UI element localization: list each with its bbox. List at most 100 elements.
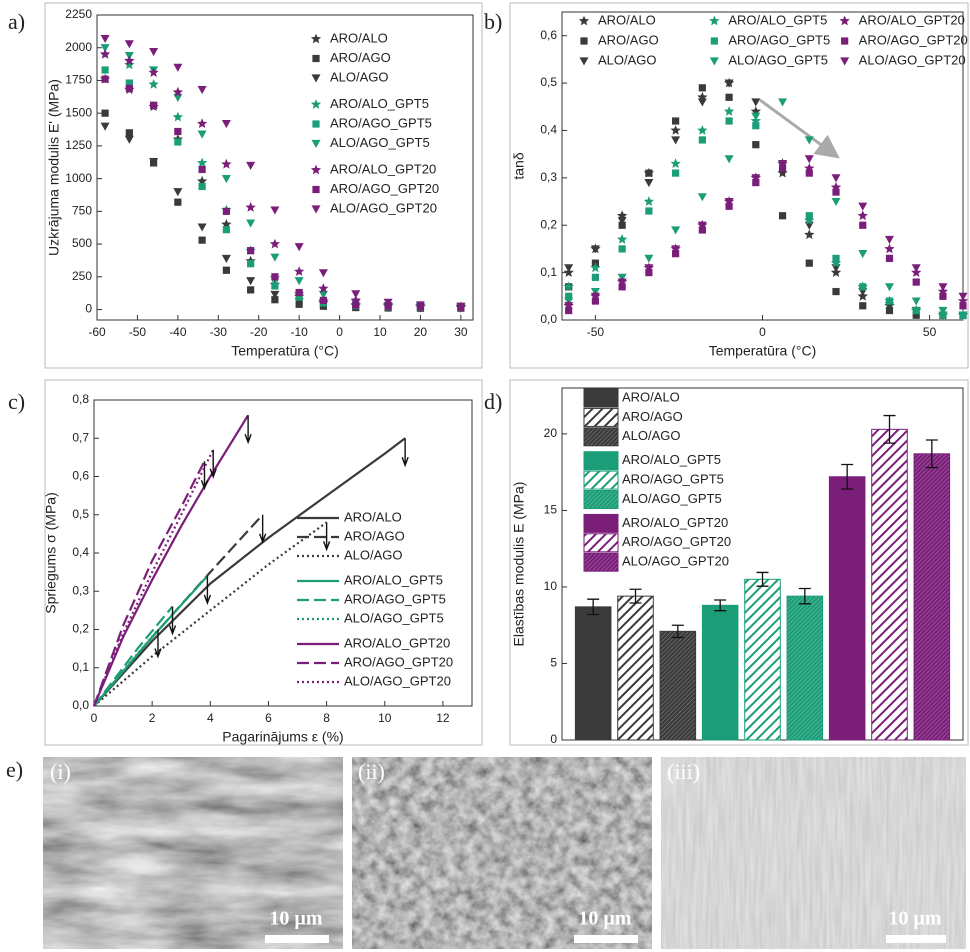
legend-label: ARO/ALO_GPT20 bbox=[344, 635, 450, 650]
marker bbox=[221, 159, 231, 169]
bar bbox=[575, 607, 611, 740]
scale-label: 10 µm bbox=[269, 908, 323, 930]
legend-label: ARO/ALO_GPT5 bbox=[344, 572, 443, 587]
marker bbox=[149, 48, 158, 56]
legend-swatch bbox=[584, 491, 618, 509]
y-tick-label: 500 bbox=[72, 236, 92, 250]
x-tick-label: -30 bbox=[210, 325, 228, 339]
legend-label: ARO/AGO_GPT5 bbox=[344, 591, 446, 606]
marker bbox=[751, 98, 760, 106]
y-tick-label: 0,0 bbox=[72, 698, 89, 712]
trend-arrow bbox=[760, 100, 835, 155]
marker bbox=[247, 260, 254, 267]
marker bbox=[197, 118, 207, 128]
marker bbox=[806, 260, 813, 267]
legend-label: ARO/AGO bbox=[622, 409, 683, 424]
marker bbox=[319, 269, 328, 277]
marker bbox=[150, 102, 157, 109]
marker bbox=[580, 57, 589, 65]
legend-label: ALO/AGO_GPT20 bbox=[859, 52, 966, 67]
marker bbox=[672, 170, 679, 177]
marker bbox=[859, 283, 866, 290]
marker bbox=[832, 188, 839, 195]
legend-label: ARO/AGO_GPT5 bbox=[330, 115, 432, 130]
legend-label: ALO/AGO bbox=[598, 52, 657, 67]
bar bbox=[618, 596, 654, 740]
marker bbox=[671, 226, 680, 234]
marker bbox=[913, 307, 920, 314]
marker bbox=[886, 297, 893, 304]
marker bbox=[312, 120, 319, 127]
marker bbox=[832, 288, 839, 295]
y-tick-label: 0,5 bbox=[540, 75, 557, 89]
y-tick-label: 0 bbox=[550, 732, 557, 746]
marker bbox=[295, 277, 304, 285]
x-tick-label: -50 bbox=[129, 325, 147, 339]
marker bbox=[101, 76, 108, 83]
y-axis-label: tanδ bbox=[511, 152, 527, 179]
marker bbox=[223, 267, 230, 274]
marker bbox=[592, 274, 599, 281]
x-tick-label: -10 bbox=[290, 325, 308, 339]
y-tick-label: 0,3 bbox=[72, 583, 89, 597]
marker bbox=[223, 208, 230, 215]
x-tick-label: -40 bbox=[169, 325, 187, 339]
marker bbox=[832, 198, 841, 206]
marker bbox=[101, 66, 108, 73]
bar bbox=[872, 429, 908, 740]
marker bbox=[805, 136, 814, 144]
bar bbox=[745, 579, 781, 740]
figure: e) (i) (ii) (iii) 10 µm 10 µm 10 µm a)02… bbox=[0, 0, 970, 952]
sem-images: e) (i) (ii) (iii) 10 µm 10 µm 10 µm bbox=[6, 757, 966, 949]
legend-swatch bbox=[584, 471, 618, 489]
marker bbox=[173, 188, 182, 196]
marker bbox=[247, 286, 254, 293]
marker bbox=[645, 170, 652, 177]
marker bbox=[886, 255, 893, 262]
marker bbox=[859, 222, 866, 229]
marker bbox=[351, 290, 360, 298]
marker bbox=[859, 302, 866, 309]
x-tick-label: -50 bbox=[587, 325, 605, 339]
y-tick-label: 2250 bbox=[65, 7, 92, 21]
marker bbox=[698, 193, 707, 201]
marker bbox=[779, 212, 786, 219]
x-tick-label: 8 bbox=[323, 711, 330, 725]
y-tick-label: 0,2 bbox=[72, 622, 89, 636]
legend-label: ARO/ALO_GPT20 bbox=[859, 12, 965, 27]
marker bbox=[125, 136, 134, 144]
legend-label: ARO/AGO bbox=[344, 528, 405, 543]
marker bbox=[913, 278, 920, 285]
legend-label: ARO/ALO_GPT5 bbox=[622, 452, 721, 467]
marker bbox=[644, 179, 653, 187]
marker bbox=[579, 16, 589, 26]
legend-label: ALO/AGO_GPT5 bbox=[622, 491, 722, 506]
marker bbox=[672, 117, 679, 124]
panel-label: b) bbox=[484, 9, 502, 34]
marker bbox=[858, 203, 867, 211]
bar bbox=[660, 631, 696, 740]
marker bbox=[312, 186, 319, 193]
marker bbox=[832, 174, 841, 182]
legend-label: ALO/AGO_GPT5 bbox=[330, 135, 430, 150]
marker bbox=[312, 140, 321, 148]
marker bbox=[294, 266, 304, 276]
x-tick-label: -60 bbox=[88, 325, 106, 339]
marker bbox=[709, 16, 719, 26]
x-tick-label: 6 bbox=[265, 711, 272, 725]
break-arrow bbox=[402, 438, 408, 465]
y-tick-label: 0,4 bbox=[540, 123, 557, 137]
legend-label: ARO/AGO_GPT20 bbox=[859, 32, 968, 47]
marker bbox=[724, 106, 734, 116]
marker bbox=[778, 98, 787, 106]
y-tick-label: 0,1 bbox=[540, 265, 557, 279]
marker bbox=[246, 162, 255, 170]
y-tick-label: 0,5 bbox=[72, 507, 89, 521]
legend-label: ARO/ALO bbox=[598, 12, 656, 27]
marker bbox=[199, 166, 206, 173]
marker bbox=[697, 125, 707, 135]
marker bbox=[806, 170, 813, 177]
marker bbox=[805, 155, 814, 163]
break-arrow bbox=[260, 515, 266, 542]
marker bbox=[246, 202, 256, 212]
